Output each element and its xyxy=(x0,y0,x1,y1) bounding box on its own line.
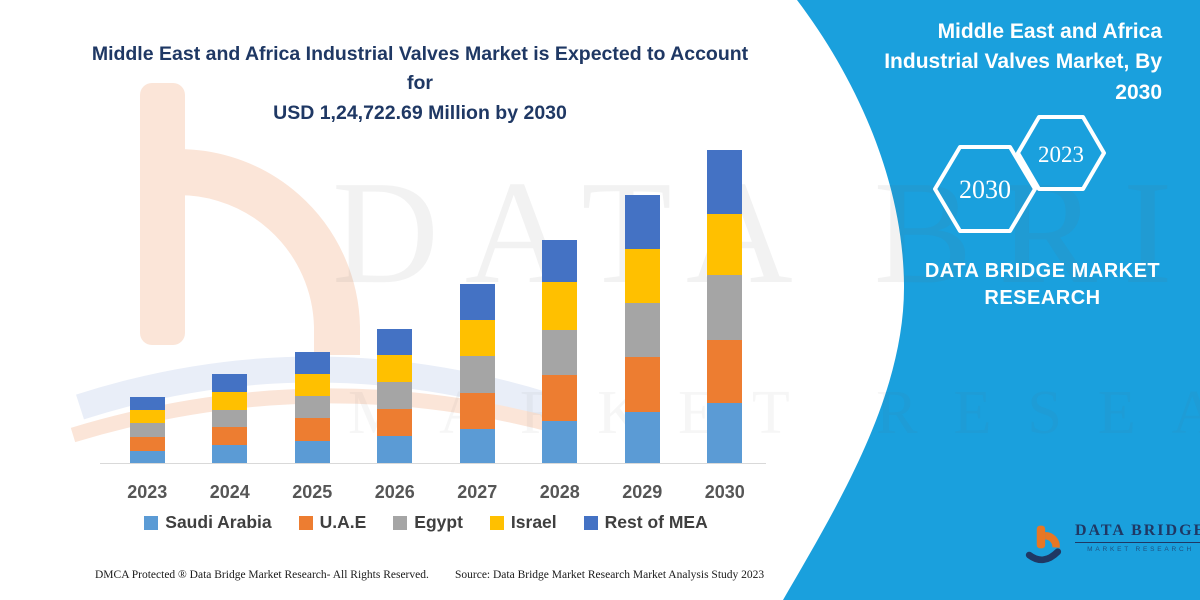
bar-segment-u-a-e xyxy=(459,393,495,429)
chart-legend: Saudi Arabia U.A.E Egypt Israel Rest of MEA xyxy=(90,512,762,533)
legend-swatch-icon xyxy=(583,515,598,530)
bar-segment-israel xyxy=(624,248,660,304)
bar-segment-rest-of-mea xyxy=(129,397,165,411)
logo-wordmark: DATA BRIDGE xyxy=(1075,522,1200,543)
bar-2023 xyxy=(106,150,189,463)
legend-swatch-icon xyxy=(489,515,504,530)
bar-segment-egypt xyxy=(377,382,413,410)
stacked-bar-chart xyxy=(106,150,766,463)
bar-2029 xyxy=(601,150,684,463)
bar-segment-egypt xyxy=(129,423,165,437)
bar-segment-israel xyxy=(212,391,248,410)
legend-label: Egypt xyxy=(414,512,463,532)
bar-segment-rest-of-mea xyxy=(624,195,660,249)
bar-2027 xyxy=(436,150,519,463)
x-axis-label-2025: 2025 xyxy=(292,482,333,502)
legend-swatch-icon xyxy=(298,515,313,530)
x-axis-label-2029: 2029 xyxy=(622,482,663,502)
hexagon-2030-label: 2030 xyxy=(959,175,1011,204)
bar-segment-saudi-arabia xyxy=(542,421,578,463)
x-axis-label-2023: 2023 xyxy=(127,482,168,502)
x-axis-labels: 2023 2024 2025 2026 2027 2028 2029 2030 xyxy=(106,482,766,503)
hexagon-2023-label: 2023 xyxy=(1038,142,1084,167)
bar-segment-rest-of-mea xyxy=(212,374,248,392)
bar-2028 xyxy=(519,150,602,463)
bar-segment-saudi-arabia xyxy=(129,450,165,463)
data-bridge-logo-glyph-icon xyxy=(1025,525,1062,564)
panel-brand-text: DATA BRIDGE MARKET RESEARCH xyxy=(924,260,1161,309)
legend-label: U.A.E xyxy=(319,512,367,532)
legend-swatch-icon xyxy=(144,515,159,530)
bar-segment-u-a-e xyxy=(542,374,578,422)
bar-2025 xyxy=(271,150,354,463)
bar-segment-rest-of-mea xyxy=(294,351,330,374)
x-axis-label-2026: 2026 xyxy=(374,482,415,502)
year-hexagon-badges: 2030 2023 xyxy=(933,115,1106,233)
x-axis-label-2030: 2030 xyxy=(704,482,745,502)
legend-swatch-icon xyxy=(393,515,408,530)
chart-title: Middle East and Africa Industrial Valves… xyxy=(88,40,752,128)
bar-segment-u-a-e xyxy=(129,436,165,451)
legend-label: Saudi Arabia xyxy=(165,512,272,532)
bar-segment-egypt xyxy=(542,330,578,375)
x-axis-line xyxy=(100,463,766,464)
bar-segment-saudi-arabia xyxy=(377,436,413,463)
chart-title-line1: Middle East and Africa Industrial Valves… xyxy=(91,43,749,95)
hexagon-2030-icon xyxy=(933,145,1037,233)
bar-segment-israel xyxy=(129,410,165,424)
legend-item-u-a-e: U.A.E xyxy=(298,512,367,533)
bar-segment-rest-of-mea xyxy=(459,283,495,320)
x-axis-label-2027: 2027 xyxy=(457,482,498,502)
bar-segment-saudi-arabia xyxy=(707,402,743,463)
bar-2024 xyxy=(189,150,272,463)
data-bridge-logo: DATA BRIDGE MARKET RESEARCH xyxy=(1025,522,1200,568)
bar-segment-rest-of-mea xyxy=(542,239,578,283)
x-axis-label-2024: 2024 xyxy=(209,482,250,502)
bar-segment-saudi-arabia xyxy=(212,445,248,463)
bar-segment-u-a-e xyxy=(212,427,248,446)
bar-segment-egypt xyxy=(294,396,330,419)
footer-copyright: DMCA Protected ® Data Bridge Market Rese… xyxy=(95,569,429,581)
logo-subtitle: MARKET RESEARCH xyxy=(1087,546,1195,553)
legend-item-rest-of-mea: Rest of MEA xyxy=(583,512,708,533)
bar-segment-rest-of-mea xyxy=(707,150,743,214)
bar-2026 xyxy=(354,150,437,463)
bar-segment-saudi-arabia xyxy=(294,440,330,463)
bar-segment-rest-of-mea xyxy=(377,328,413,356)
bar-segment-israel xyxy=(294,373,330,397)
bar-segment-saudi-arabia xyxy=(624,412,660,463)
bar-segment-israel xyxy=(542,282,578,331)
bar-segment-u-a-e xyxy=(707,339,743,403)
footer-source: Source: Data Bridge Market Research Mark… xyxy=(455,569,765,581)
bar-2030 xyxy=(684,150,767,463)
bar-segment-saudi-arabia xyxy=(459,428,495,463)
bar-segment-egypt xyxy=(459,355,495,394)
bar-segment-u-a-e xyxy=(294,418,330,441)
logo-text-block: DATA BRIDGE MARKET RESEARCH xyxy=(1075,522,1200,553)
hexagon-2023-icon xyxy=(1016,115,1106,191)
bar-segment-u-a-e xyxy=(377,409,413,437)
legend-item-israel: Israel xyxy=(489,512,557,533)
bar-segment-israel xyxy=(707,213,743,275)
chart-title-line2: USD 1,24,722.69 Million by 2030 xyxy=(273,101,567,124)
bar-segment-egypt xyxy=(212,409,248,428)
bar-segment-egypt xyxy=(707,275,743,340)
x-axis-label-2028: 2028 xyxy=(539,482,580,502)
legend-label: Rest of MEA xyxy=(604,512,708,532)
bar-segment-israel xyxy=(459,319,495,356)
bar-segment-israel xyxy=(377,355,413,383)
legend-label: Israel xyxy=(510,512,557,532)
side-panel-title: Middle East and Africa Industrial Valves… xyxy=(884,20,1162,104)
legend-item-egypt: Egypt xyxy=(393,512,463,533)
bar-segment-egypt xyxy=(624,303,660,358)
bar-segment-u-a-e xyxy=(624,357,660,413)
legend-item-saudi-arabia: Saudi Arabia xyxy=(144,512,272,533)
